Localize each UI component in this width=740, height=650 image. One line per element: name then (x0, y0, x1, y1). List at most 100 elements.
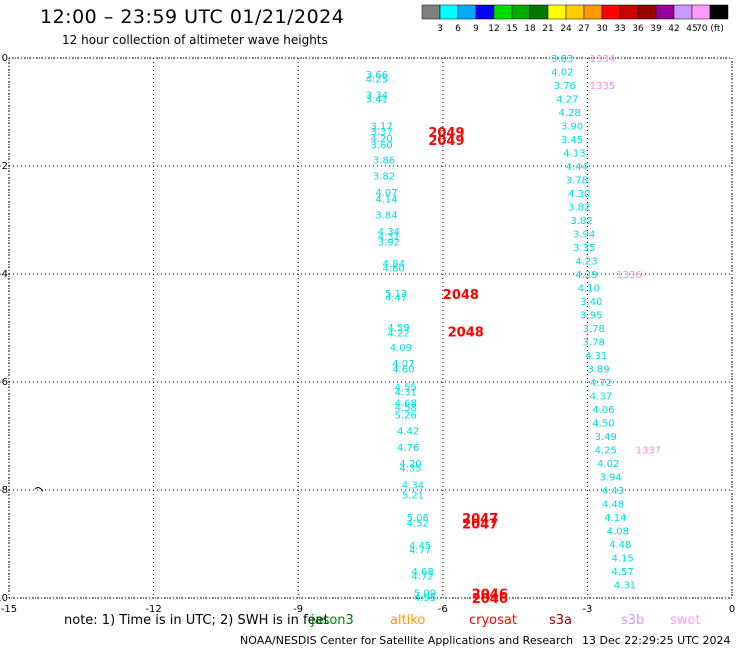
y-tick-label: -10 (0, 593, 8, 604)
colorbar-label: 6 (455, 24, 461, 34)
cryosat-value-label: 2048 (448, 326, 484, 341)
swh-value-label: 4.48 (609, 540, 631, 551)
swh-value-label: 3.82 (373, 172, 395, 183)
colorbar-label: 27 (578, 24, 589, 34)
swh-value-label: 4.23 (575, 257, 597, 268)
colorbar-swatch (493, 4, 513, 20)
swot-value-label: 1337 (636, 446, 661, 457)
y-tick-label: -2 (0, 161, 8, 172)
swh-value-label: 3.40 (580, 297, 602, 308)
legend-altiko: altiko (390, 613, 426, 628)
swh-value-label: 4.02 (551, 68, 573, 79)
swh-value-label: 3.82 (571, 216, 593, 227)
swh-value-label: 3.76 (554, 81, 576, 92)
swh-value-label: 4.22 (387, 328, 409, 339)
chart-subtitle: 12 hour collection of altimeter wave hei… (62, 33, 328, 47)
y-tick-label: -4 (0, 269, 8, 280)
swh-value-label: 4.29 (575, 270, 597, 281)
colorbar-label: 39 (650, 24, 662, 34)
swh-value-label: 4.72 (590, 378, 612, 389)
x-tick-label: -12 (145, 604, 161, 615)
swot-value-label: 1335 (590, 81, 615, 92)
swh-value-label: 5.26 (395, 410, 417, 421)
swh-value-label: 4.14 (375, 194, 397, 205)
legend-cryosat: cryosat (469, 613, 517, 628)
swh-value-label: 3.84 (375, 211, 397, 222)
x-tick-label: -9 (293, 604, 303, 615)
swh-value-label: 4.02 (597, 459, 619, 470)
x-tick-label: -15 (1, 604, 17, 615)
swh-value-label: 4.95 (414, 593, 436, 604)
colorbar-label: 15 (506, 24, 517, 34)
swh-value-label: 4.68 (395, 399, 417, 410)
swh-value-label: 4.84 (383, 259, 405, 270)
swh-value-label: 4.27 (556, 95, 578, 106)
x-tick-label: -3 (582, 604, 592, 615)
footer-note: note: 1) Time is in UTC; 2) SWH is in fe… (64, 613, 329, 628)
colorbar-swatch (529, 4, 549, 20)
swh-value-label: 3.92 (378, 238, 400, 249)
colorbar-swatch (655, 4, 675, 20)
swh-value-label: 5.21 (402, 490, 424, 501)
swot-value-label: 1336 (616, 270, 641, 281)
swh-value-label: 3.82 (568, 203, 590, 214)
swh-value-label: 3.78 (566, 176, 588, 187)
colorbar-label: 36 (632, 24, 644, 34)
swh-value-label: 3.17 (371, 122, 393, 133)
swh-value-label: 4.80 (383, 264, 405, 275)
colorbar-label: 21 (542, 24, 553, 34)
data-marks: 3.664.253.343.413.173.374.203.603.863.82… (366, 54, 661, 607)
swh-value-label: 4.45 (409, 541, 431, 552)
colorbar-swatch (457, 4, 477, 20)
cryosat-value-label: 2049 (428, 126, 464, 141)
swh-value-label: 4.06 (592, 405, 614, 416)
swh-value-label: 4.72 (411, 571, 433, 582)
swh-value-label: 4.09 (390, 343, 412, 354)
plot-frame (8, 57, 733, 599)
swh-value-label: 4.31 (614, 581, 636, 592)
swh-value-label: 4.20 (371, 134, 393, 145)
swh-value-label: 3.45 (561, 135, 583, 146)
swh-value-label: 4.07 (392, 359, 414, 370)
swh-value-label: 4.30 (568, 189, 590, 200)
swh-value-label: 4.58 (395, 403, 417, 414)
swh-value-label: 4.13 (563, 149, 585, 160)
colorbar-label: 70 (ft) (696, 24, 724, 34)
y-tick-label: -8 (0, 485, 8, 496)
colorbar-label: 42 (668, 24, 679, 34)
swh-value-label: 3.78 (583, 338, 605, 349)
generation-timestamp: 13 Dec 22:29:25 UTC 2024 (582, 634, 731, 647)
y-tick-label: 0 (2, 53, 8, 64)
swh-value-label: 4.10 (578, 284, 600, 295)
cryosat-value-label: 2046 (472, 592, 508, 607)
y-tick-label: -6 (0, 377, 8, 388)
swh-value-label: 4.20 (399, 459, 421, 470)
legend-s3b: s3b (621, 613, 645, 628)
colorbar-swatch (709, 4, 729, 20)
colorbar-swatch (601, 4, 621, 20)
cryosat-value-label: 2048 (443, 288, 479, 303)
legend-swot: swot (670, 613, 701, 628)
swh-value-label: 5.09 (414, 589, 436, 600)
swh-value-label: 4.14 (604, 513, 626, 524)
swh-value-label: 3.41 (366, 95, 388, 106)
cryosat-value-label: 2046 (472, 588, 508, 603)
plot-grid (8, 57, 733, 599)
swh-value-label: 3.35 (573, 243, 595, 254)
swh-value-label: 4.25 (595, 446, 617, 457)
swh-value-label: 3.86 (373, 156, 395, 167)
swh-value-label: 3.37 (371, 127, 393, 138)
swh-value-label: 5.06 (407, 513, 429, 524)
swh-value-label: 4.35 (399, 463, 421, 474)
swh-value-label: 3.78 (583, 324, 605, 335)
swh-value-label: 4.44 (566, 162, 588, 173)
swh-value-label: 4.15 (612, 554, 634, 565)
swh-value-label: 4.60 (392, 365, 414, 376)
swh-value-label: 3.94 (573, 230, 595, 241)
swh-value-label: 4.34 (402, 481, 424, 492)
swh-value-label: 4.59 (387, 323, 409, 334)
cryosat-value-label: 2047 (462, 517, 498, 532)
swh-value-label: 4.07 (375, 188, 397, 199)
swh-value-label: 3.95 (580, 311, 602, 322)
swh-value-label: 3.83 (551, 54, 573, 65)
